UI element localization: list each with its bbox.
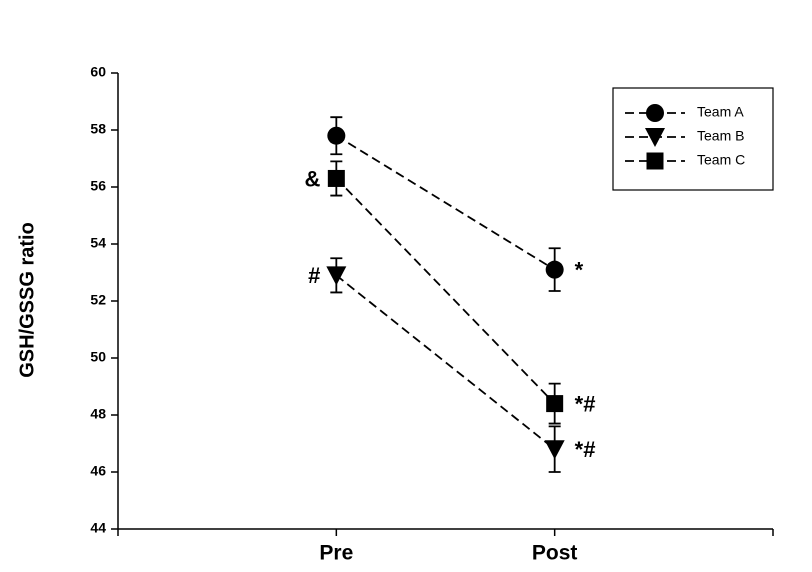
data-point: [326, 266, 347, 286]
legend-label: Team C: [697, 152, 745, 168]
y-tick-label: 58: [90, 121, 106, 137]
legend-label: Team B: [697, 128, 744, 144]
y-tick-label: 48: [90, 406, 106, 422]
y-tick-label: 60: [90, 64, 106, 80]
data-point: [546, 395, 564, 413]
data-point: [327, 169, 345, 187]
y-tick-label: 46: [90, 463, 106, 479]
legend-label: Team A: [697, 104, 744, 120]
x-tick-label: Post: [532, 542, 578, 565]
data-point: [545, 260, 564, 279]
annotation: *: [575, 257, 584, 282]
y-tick-label: 54: [90, 235, 106, 251]
y-tick-label: 52: [90, 292, 106, 308]
y-tick-label: 56: [90, 178, 106, 194]
legend: Team A Team B Team C: [612, 87, 774, 191]
series-line: [335, 274, 556, 450]
series-line: [335, 134, 556, 271]
y-tick-label: 50: [90, 349, 106, 365]
legend-marker: [646, 104, 664, 122]
data-point: [544, 440, 565, 460]
annotation: *#: [575, 391, 596, 416]
annotation: *#: [575, 437, 596, 462]
legend-marker: [645, 128, 665, 147]
y-tick-label: 44: [90, 520, 106, 536]
legend-box: [612, 87, 774, 191]
y-axis-label: GSH/GSSG ratio: [16, 222, 38, 378]
annotation: &: [304, 166, 320, 191]
legend-marker: [646, 152, 664, 170]
annotation: #: [308, 263, 320, 288]
data-point: [327, 126, 346, 145]
series-line: [335, 177, 556, 405]
x-tick-label: Pre: [319, 542, 353, 565]
